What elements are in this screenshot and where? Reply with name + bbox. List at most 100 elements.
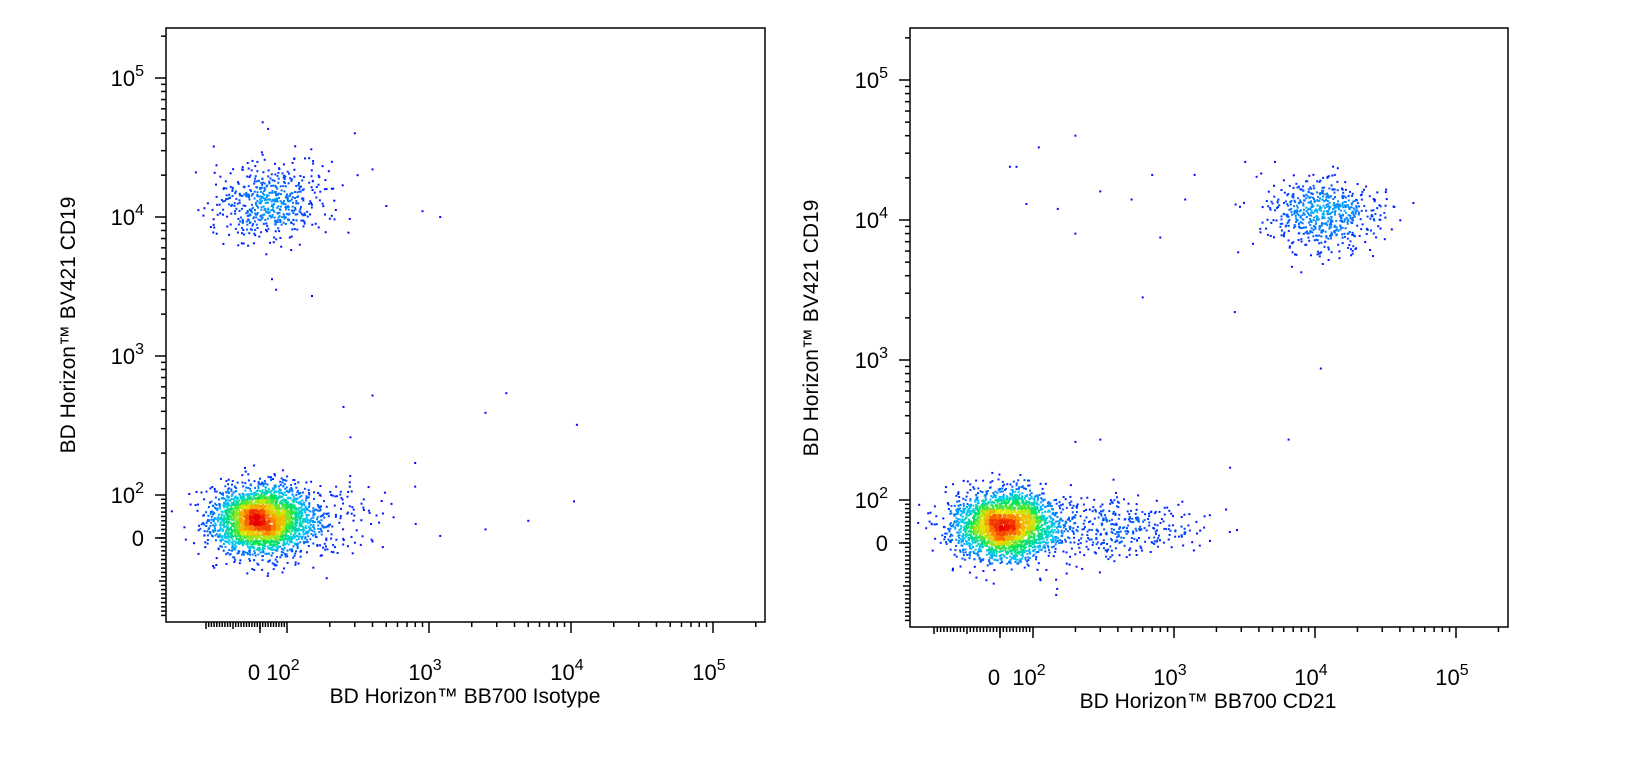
data-point (249, 174, 252, 177)
data-point (1303, 213, 1306, 216)
data-point (263, 531, 266, 534)
data-point (1137, 537, 1140, 539)
data-point (1048, 504, 1051, 507)
data-point (954, 549, 957, 552)
data-point (316, 518, 318, 521)
data-point (1101, 510, 1104, 513)
data-point (249, 516, 252, 519)
data-point (279, 545, 282, 548)
data-point (294, 552, 297, 555)
data-point (1307, 213, 1310, 216)
data-point (272, 520, 275, 523)
data-point (300, 504, 303, 507)
data-point (1351, 195, 1354, 197)
data-point (281, 520, 284, 523)
data-point (262, 483, 265, 486)
data-point (247, 525, 250, 528)
data-point (348, 505, 351, 508)
data-point (237, 517, 240, 520)
data-point (233, 499, 236, 502)
data-point (257, 518, 260, 521)
data-point (235, 506, 238, 509)
data-point (271, 278, 273, 281)
data-point (1052, 555, 1055, 558)
data-point (227, 520, 229, 523)
data-point (1356, 183, 1359, 186)
data-point (1339, 228, 1342, 231)
data-point (1372, 218, 1375, 221)
data-point (196, 509, 199, 512)
data-point (278, 501, 281, 504)
data-point (1366, 215, 1369, 218)
data-point (955, 555, 958, 558)
data-point (189, 503, 192, 506)
data-point (1102, 519, 1104, 522)
data-point (291, 527, 294, 530)
data-point (254, 554, 257, 557)
data-point (1082, 522, 1085, 525)
data-point (222, 549, 225, 552)
data-point (1356, 202, 1359, 205)
data-point (1100, 543, 1103, 546)
data-point (302, 526, 305, 529)
data-point (293, 529, 296, 532)
data-point (299, 515, 302, 518)
data-point (277, 538, 280, 541)
data-point (270, 504, 273, 507)
data-point (1073, 522, 1076, 525)
data-point (505, 392, 508, 395)
data-point (1300, 238, 1303, 241)
data-point (247, 523, 250, 526)
data-point (300, 523, 303, 526)
data-point (242, 551, 245, 554)
data-point (1036, 551, 1039, 553)
data-point (998, 473, 1001, 476)
data-point (240, 497, 243, 500)
data-point (240, 553, 243, 556)
data-point (1153, 512, 1156, 515)
data-point (308, 503, 311, 505)
data-point (1298, 225, 1300, 228)
data-point (1337, 206, 1340, 209)
data-point (1337, 243, 1340, 246)
data-point (307, 519, 310, 522)
data-point (1330, 215, 1333, 218)
data-point (1099, 505, 1102, 508)
data-point (1313, 199, 1316, 202)
data-point (1341, 236, 1344, 239)
data-point (285, 490, 288, 492)
data-point (272, 543, 275, 546)
data-point (977, 492, 979, 495)
data-point (251, 537, 254, 540)
data-point (254, 213, 257, 216)
data-point (1330, 218, 1333, 221)
data-point (1081, 528, 1084, 531)
data-point (319, 485, 322, 487)
data-point (1126, 530, 1129, 532)
data-point (252, 498, 255, 501)
data-point (1326, 224, 1329, 227)
data-point (231, 493, 234, 496)
data-point (243, 551, 246, 554)
data-point (285, 518, 287, 521)
data-point (1368, 195, 1371, 198)
data-point (414, 485, 417, 488)
data-point (288, 195, 291, 198)
data-point (1287, 230, 1290, 232)
data-point (281, 495, 284, 498)
data-point (223, 525, 226, 528)
data-point (230, 505, 233, 507)
data-point (1180, 535, 1183, 538)
data-point (1087, 548, 1090, 551)
data-point (286, 504, 289, 506)
data-point (1308, 239, 1311, 242)
data-point (256, 213, 259, 216)
data-point (307, 531, 310, 534)
data-point (234, 526, 237, 529)
data-point (246, 495, 249, 498)
data-point (320, 533, 323, 536)
data-point (277, 545, 280, 548)
data-point (248, 559, 251, 562)
data-point (289, 548, 291, 551)
data-point (216, 516, 219, 519)
